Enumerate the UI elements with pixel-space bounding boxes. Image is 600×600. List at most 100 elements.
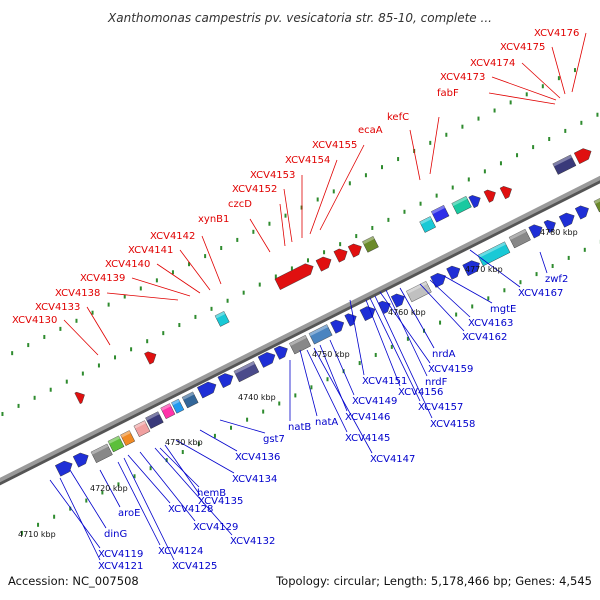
gene-label-top: XCV4140 [105,259,150,270]
guide-dot [252,229,255,234]
guide-dot [471,304,474,309]
guide-dot [381,165,384,170]
guide-dot [532,145,535,150]
gene-highlight [308,324,329,337]
guide-dot [477,116,480,121]
guide-dot [525,92,528,97]
label-leader-line [69,469,107,529]
guide-dot [374,352,377,357]
gene-label-top: XCV4141 [128,245,173,256]
gene-feature [315,256,332,272]
gene-arrow [217,373,234,389]
gene-arrow [74,391,85,405]
gene-label-bottom: natA [315,417,338,428]
label-leader-line [539,251,548,274]
label-leader-line [491,76,557,101]
gene-label-top: XCV4133 [35,302,80,313]
gene-highlight [214,311,226,319]
gene-arrow [378,300,391,314]
gene-feature [558,212,575,228]
guide-dot [541,84,544,89]
guide-dot [435,193,438,198]
guide-dot [596,112,599,117]
gene-highlight [477,241,506,258]
guide-dot [97,363,100,368]
gene-feature [197,381,217,399]
gene-label-top: XCV4175 [500,42,545,53]
gene-box [362,235,379,253]
guide-dot [567,255,570,260]
gene-feature [214,311,230,327]
gene-highlight [107,435,121,444]
gene-feature [573,148,592,165]
guide-dot [499,161,502,166]
guide-dot [509,100,512,105]
guide-dot [149,466,152,471]
gene-highlight [90,443,109,455]
guide-dot [573,68,576,73]
gene-highlight [431,205,446,215]
guide-dot [487,296,490,301]
gene-arrow [573,148,592,165]
label-leader-line [131,277,191,297]
gene-box [508,228,531,249]
gene-box [133,420,151,437]
gene-highlight [171,399,180,406]
label-leader-line [443,275,493,304]
scale-labels: 4710 kbp 4720 kbp 4730 kbp 4740 kbp 4750 kbp… [18,228,578,539]
gene-feature [274,263,314,290]
guide-dot [451,185,454,190]
guide-dot [171,270,174,275]
label-leader-line [249,218,271,253]
gene-label-bottom: gst7 [263,434,285,445]
gene-box [145,411,164,429]
gene-label-top: ecaA [358,125,383,136]
guide-dot [114,355,117,360]
guide-dot [204,254,207,259]
guide-dot [290,266,293,271]
gene-highlight [233,361,255,374]
gene-box [233,361,260,383]
gene-box [477,241,511,267]
guide-dot [53,514,56,519]
label-leader-line [117,461,161,546]
scale-label: 4710 kbp [18,530,56,539]
label-leader-line [164,444,201,496]
guide-dot [274,274,277,279]
gene-arrow [330,319,345,334]
gene-box [90,443,113,464]
accession-text: Accession: NC_007508 [8,574,139,588]
gene-feature [406,281,432,303]
gene-feature [54,460,73,477]
gene-label-bottom: XCV4147 [370,454,415,465]
gene-feature [552,154,577,175]
label-leader-line [419,283,465,332]
guide-dot [455,312,458,317]
gene-label-top: fabF [437,88,459,99]
gene-feature [233,361,260,383]
label-leader-line [365,299,401,387]
gene-label-bottom: nrdF [425,377,448,388]
guide-dot [165,458,168,463]
gene-label-bottom: XCV4145 [345,433,390,444]
gene-label-bottom: natB [288,422,311,433]
guide-dot [1,411,4,416]
gene-label-bottom: aroE [118,508,140,519]
gene-label-top: XCV4152 [232,184,277,195]
gene-feature [344,313,357,327]
gene-highlight [406,281,428,294]
gene-highlight [182,391,195,400]
label-leader-line [319,144,365,231]
gene-feature [362,235,379,253]
guide-dot [59,326,62,331]
gene-label-bottom: dinG [104,529,127,540]
label-leader-line [551,46,566,95]
guide-dot [242,290,245,295]
guide-dot [133,474,136,479]
gene-label-top: xynB1 [198,214,229,225]
guide-dot [181,450,184,455]
gene-arrow [528,224,543,239]
guide-dot [27,343,30,348]
gene-feature [107,435,125,453]
